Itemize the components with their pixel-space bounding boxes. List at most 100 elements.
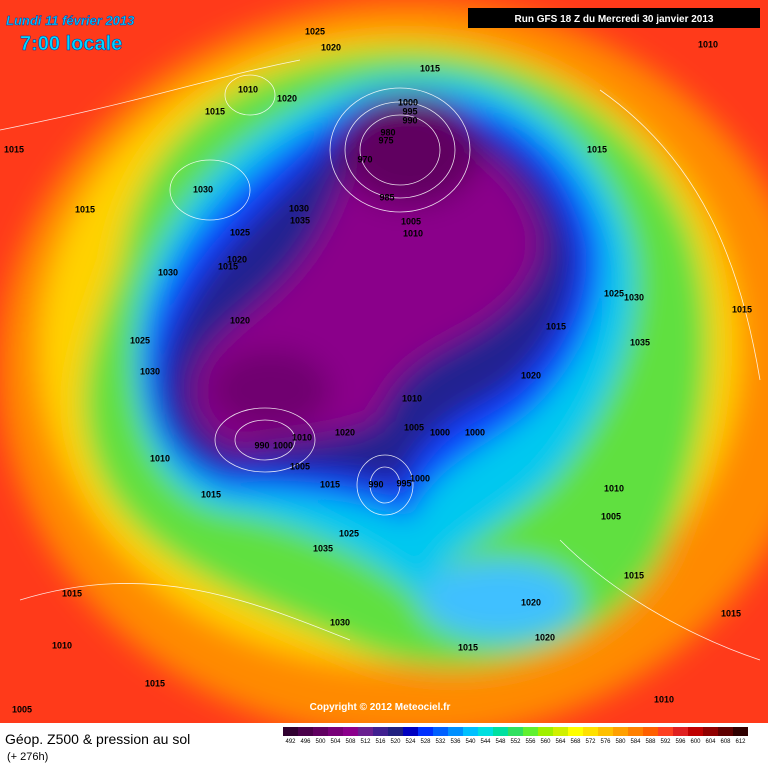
color-scale: 492 496 500 504 508 512 516 520 524 528 532 536 540 5… bbox=[283, 727, 748, 745]
isobar-label: 1015 bbox=[458, 642, 478, 652]
isobar-label: 985 bbox=[379, 192, 394, 202]
run-info: Run GFS 18 Z du Mercredi 30 janvier 2013 bbox=[515, 14, 714, 25]
isobar-label: 1025 bbox=[130, 335, 150, 345]
scale-label: 568 bbox=[570, 739, 581, 745]
isobar-label: 1020 bbox=[321, 42, 341, 52]
scale-swatch bbox=[493, 727, 508, 736]
scale-label: 584 bbox=[630, 739, 641, 745]
scale-label: 544 bbox=[480, 739, 491, 745]
scale-swatch bbox=[568, 727, 583, 736]
scale-swatch bbox=[283, 727, 298, 736]
isobar-label: 1010 bbox=[292, 432, 312, 442]
isobar-label: 1020 bbox=[277, 93, 297, 103]
scale-label: 556 bbox=[525, 739, 536, 745]
scale-swatch bbox=[628, 727, 643, 736]
isobar-label: 995 bbox=[396, 478, 411, 488]
isobar-label: 1010 bbox=[402, 393, 422, 403]
scale-swatch bbox=[328, 727, 343, 736]
scale-label: 604 bbox=[705, 739, 716, 745]
isobar-label: 1030 bbox=[330, 617, 350, 627]
scale-swatch bbox=[538, 727, 553, 736]
scale-label: 588 bbox=[645, 739, 656, 745]
scale-label: 524 bbox=[405, 739, 416, 745]
isobar-label: 1010 bbox=[403, 228, 423, 238]
isobar-label: 1010 bbox=[238, 84, 258, 94]
scale-swatch bbox=[733, 727, 748, 736]
isobar-label: 1015 bbox=[721, 608, 741, 618]
scale-swatch bbox=[673, 727, 688, 736]
scale-label: 516 bbox=[375, 739, 386, 745]
isobar-label: 1010 bbox=[604, 483, 624, 493]
scale-swatch bbox=[688, 727, 703, 736]
scale-label: 560 bbox=[540, 739, 551, 745]
isobar-label: 1020 bbox=[521, 597, 541, 607]
isobar-label: 1010 bbox=[654, 694, 674, 704]
scale-label: 596 bbox=[675, 739, 686, 745]
scale-label: 552 bbox=[510, 739, 521, 745]
scale-label: 512 bbox=[360, 739, 371, 745]
scale-swatch bbox=[373, 727, 388, 736]
isobar-label: 980 bbox=[380, 127, 395, 137]
scale-swatch bbox=[478, 727, 493, 736]
isobar-label: 1015 bbox=[420, 63, 440, 73]
isobar-label: 1025 bbox=[339, 528, 359, 538]
isobar-label: 1010 bbox=[52, 640, 72, 650]
scale-label: 548 bbox=[495, 739, 506, 745]
scale-label: 508 bbox=[345, 739, 356, 745]
scale-swatch bbox=[643, 727, 658, 736]
scale-swatch bbox=[313, 727, 328, 736]
isobar-label: 1020 bbox=[521, 370, 541, 380]
scale-label: 580 bbox=[615, 739, 626, 745]
isobar-label: 1020 bbox=[227, 254, 247, 264]
isobar-label: 990 bbox=[402, 115, 417, 125]
scale-swatch bbox=[718, 727, 733, 736]
isobar-label: 1020 bbox=[535, 632, 555, 642]
scale-swatch bbox=[583, 727, 598, 736]
isobar-label: 1035 bbox=[290, 215, 310, 225]
isobar-label: 1005 bbox=[404, 422, 424, 432]
date: Lundi 11 février 2013 bbox=[6, 13, 135, 28]
run-box bbox=[468, 8, 760, 28]
isobar-label: 1015 bbox=[320, 479, 340, 489]
scale-swatch bbox=[613, 727, 628, 736]
scale-label: 496 bbox=[300, 739, 311, 745]
scale-swatch bbox=[388, 727, 403, 736]
isobar-label: 990 bbox=[368, 479, 383, 489]
isobar-label: 970 bbox=[357, 154, 372, 164]
isobar-label: 1015 bbox=[62, 588, 82, 598]
isobar-label: 1035 bbox=[630, 337, 650, 347]
isobar-label: 1020 bbox=[335, 427, 355, 437]
isobar-label: 1015 bbox=[4, 144, 24, 154]
isobar-label: 1015 bbox=[732, 304, 752, 314]
scale-swatch bbox=[343, 727, 358, 736]
scale-label: 592 bbox=[660, 739, 671, 745]
isobar-label: 1015 bbox=[75, 204, 95, 214]
isobar-label: 1030 bbox=[289, 203, 309, 213]
isobar-label: 1005 bbox=[601, 511, 621, 521]
scale-label: 540 bbox=[465, 739, 476, 745]
isobar-label: 1015 bbox=[201, 489, 221, 499]
scale-label: 520 bbox=[390, 739, 401, 745]
scale-label: 492 bbox=[285, 739, 296, 745]
isobar-label: 1035 bbox=[313, 543, 333, 553]
isobar-label: 1030 bbox=[158, 267, 178, 277]
isobar-label: 1000 bbox=[273, 440, 293, 450]
scale-swatch bbox=[598, 727, 613, 736]
scale-swatch bbox=[298, 727, 313, 736]
isobar-label: 1010 bbox=[150, 453, 170, 463]
isobar-label: 1015 bbox=[546, 321, 566, 331]
isobar-label: 1015 bbox=[145, 678, 165, 688]
scale-swatch bbox=[703, 727, 718, 736]
isobar-label: 1015 bbox=[205, 106, 225, 116]
isobar-label: 1020 bbox=[230, 315, 250, 325]
isobar-label: 1015 bbox=[218, 261, 238, 271]
scale-swatch bbox=[463, 727, 478, 736]
isobar-label: 1030 bbox=[140, 366, 160, 376]
isobar-label: 1010 bbox=[698, 39, 718, 49]
scale-label: 608 bbox=[720, 739, 731, 745]
copyright: Copyright © 2012 Meteociel.fr bbox=[310, 702, 451, 713]
scale-swatch bbox=[418, 727, 433, 736]
scale-label: 576 bbox=[600, 739, 611, 745]
